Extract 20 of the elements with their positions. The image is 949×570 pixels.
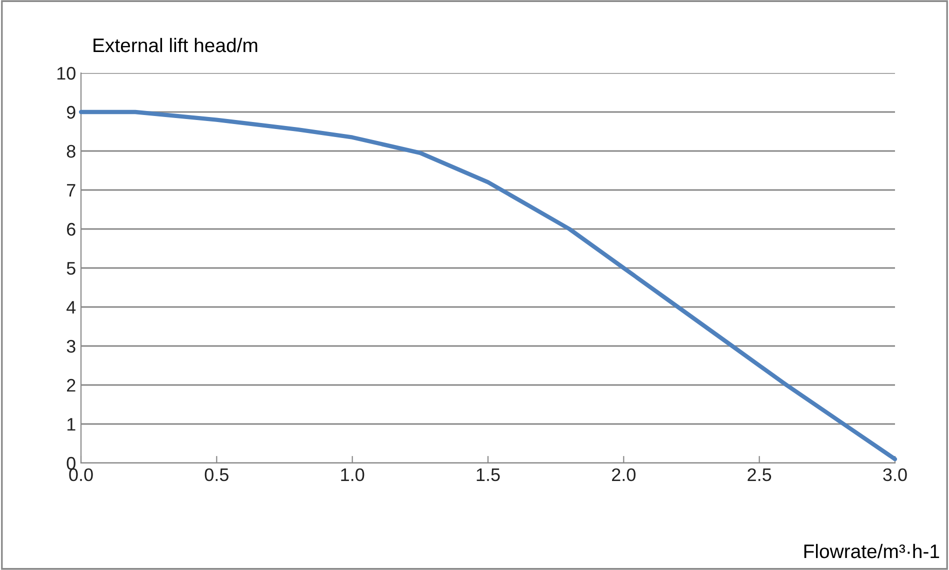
x-tick-label: 3.0 bbox=[883, 468, 907, 482]
y-axis-title: External lift head/m bbox=[94, 38, 258, 52]
y-tick-label: 0 bbox=[66, 456, 76, 470]
x-axis-title: Flowrate/m³·h-1 bbox=[804, 544, 940, 558]
y-tick-label: 2 bbox=[67, 378, 76, 392]
y-tick-label: 9 bbox=[66, 106, 76, 119]
y-tick-label: 6 bbox=[67, 222, 76, 236]
x-tick-label: 2.5 bbox=[748, 468, 772, 482]
x-tick-label: 1.0 bbox=[341, 468, 364, 482]
x-tick-label: 0.5 bbox=[204, 468, 228, 482]
y-tick-label: 8 bbox=[66, 144, 76, 158]
y-tick-label: 5 bbox=[66, 262, 76, 275]
y-tick-label: 3 bbox=[66, 340, 76, 353]
y-tick-label: 10 bbox=[57, 66, 76, 80]
y-tick-label: 1 bbox=[67, 418, 76, 431]
x-tick-label: 2.0 bbox=[612, 468, 636, 482]
y-tick-label: 4 bbox=[66, 301, 76, 314]
x-tick-label: 0.0 bbox=[69, 468, 93, 482]
y-tick-label: 7 bbox=[67, 184, 76, 197]
x-tick-label: 1.5 bbox=[476, 468, 500, 482]
